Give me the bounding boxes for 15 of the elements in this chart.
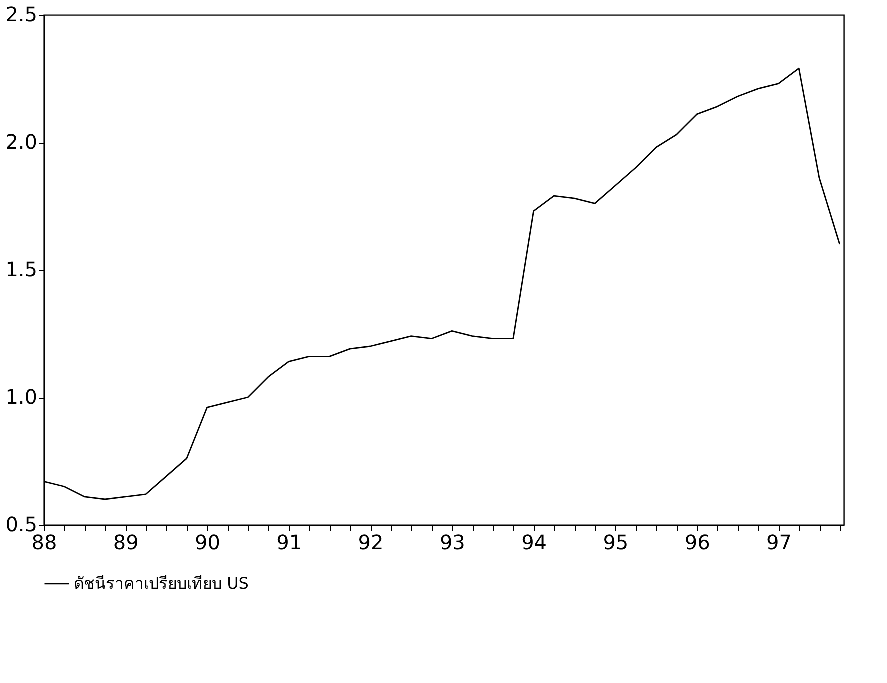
x-tick-label: 88 (32, 530, 58, 554)
x-tick-label: 92 (358, 530, 384, 554)
x-tick-label: 94 (522, 530, 548, 554)
y-tick-label: 1.0 (6, 385, 38, 409)
x-tick-label: 90 (195, 530, 220, 554)
legend-label: ดัชนีราคาเปรียบเทียบ US (74, 574, 249, 593)
x-tick-label: 91 (276, 530, 302, 554)
y-tick-label: 1.5 (6, 258, 38, 282)
x-tick-label: 97 (766, 530, 792, 554)
x-tick-label: 96 (684, 530, 710, 554)
x-tick-label: 89 (113, 530, 139, 554)
y-tick-label: 2.0 (6, 130, 38, 154)
x-tick-label: 93 (440, 530, 466, 554)
y-tick-label: 2.5 (6, 2, 38, 26)
x-tick-label: 95 (603, 530, 629, 554)
